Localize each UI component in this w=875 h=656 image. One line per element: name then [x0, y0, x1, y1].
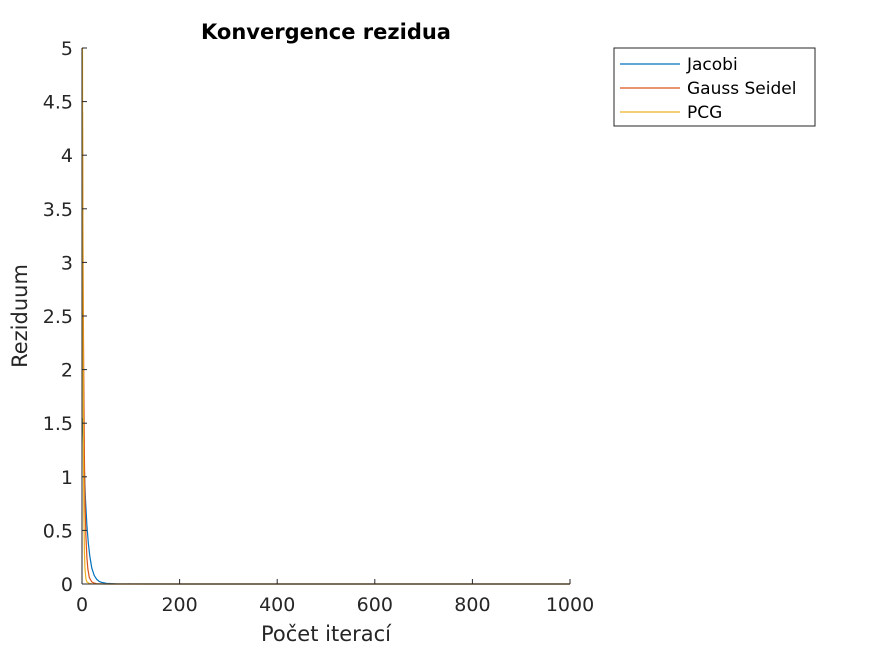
y-axis-label: Reziduum	[8, 264, 32, 368]
y-tick-label: 0.5	[43, 520, 73, 542]
y-tick-label: 3	[61, 252, 73, 274]
x-tick-label: 200	[161, 594, 197, 616]
x-ticks: 0 200 400 600 800 1000	[76, 579, 594, 616]
x-tick-label: 1000	[546, 594, 594, 616]
legend-entries: Jacobi Gauss Seidel PCG	[620, 55, 796, 123]
x-tick-label: 0	[76, 594, 88, 616]
legend-label: Jacobi	[686, 55, 738, 75]
legend-label: PCG	[687, 103, 722, 123]
y-tick-label: 1	[61, 467, 73, 489]
x-tick-label: 600	[357, 594, 393, 616]
legend: Jacobi Gauss Seidel PCG	[613, 47, 816, 127]
y-tick-label: 3.5	[43, 199, 73, 221]
y-tick-label: 5	[61, 38, 73, 60]
y-tick-label: 2	[61, 360, 73, 382]
y-tick-label: 2.5	[43, 306, 73, 328]
y-tick-label: 4.5	[43, 92, 73, 114]
series-line-jacobi	[81, 417, 570, 585]
legend-label: Gauss Seidel	[687, 79, 796, 99]
x-tick-label: 800	[454, 594, 490, 616]
y-ticks: 0 0.5 1 1.5 2 2.5 3 3.5 4 4.5 5	[43, 38, 87, 596]
y-tick-label: 1.5	[43, 413, 73, 435]
x-axis-label: Počet iterací	[261, 622, 392, 646]
y-tick-label: 4	[61, 145, 73, 167]
plot-lines	[81, 47, 570, 585]
x-tick-label: 400	[259, 594, 295, 616]
y-tick-label: 0	[61, 574, 73, 596]
series-line-gauss-seidel	[81, 112, 570, 585]
chart-title: Konvergence rezidua	[201, 20, 451, 44]
series-line-pcg	[81, 47, 570, 585]
legend-box	[613, 47, 816, 127]
